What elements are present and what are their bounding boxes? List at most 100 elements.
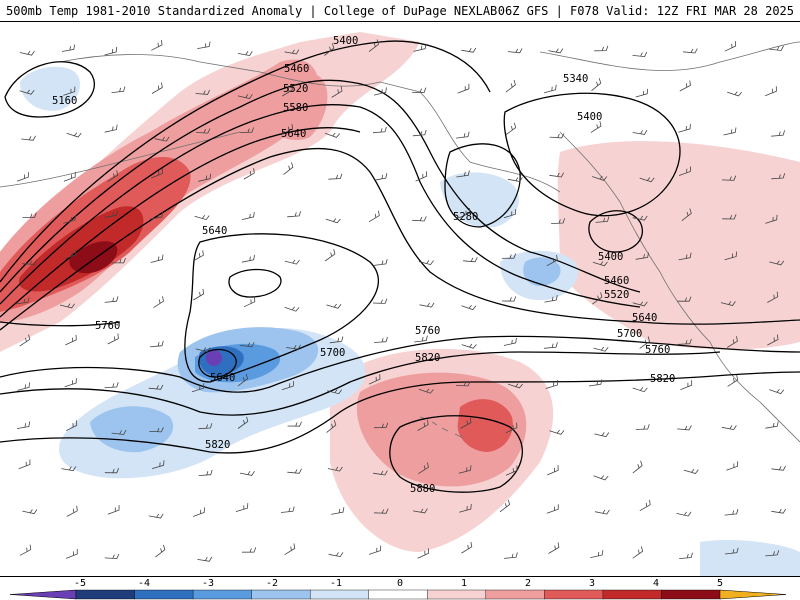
wind-barb: [237, 94, 253, 99]
wind-barb: [197, 41, 211, 49]
colorbar-swatch: [251, 589, 311, 600]
height-label-5460-e: 5460: [604, 275, 629, 287]
wind-barb: [286, 344, 301, 350]
wind-barb: [326, 303, 342, 309]
wind-barb: [22, 212, 37, 218]
height-label-5700-e: 5700: [617, 328, 642, 340]
wind-barb: [458, 465, 472, 474]
wind-barb: [413, 43, 427, 52]
colorbar-tick-label: 1: [460, 578, 468, 589]
wind-barb: [368, 210, 380, 223]
wind-barb: [65, 548, 78, 559]
wind-barb: [458, 207, 471, 219]
wind-barb: [19, 50, 35, 56]
wind-barb: [111, 86, 126, 93]
colorbar-tick-label: 5: [716, 578, 724, 589]
wind-barb: [632, 129, 648, 135]
wind-barb: [149, 427, 164, 433]
wind-barb: [591, 78, 602, 92]
wind-barb: [419, 302, 435, 308]
wind-barb: [680, 380, 693, 390]
height-label-5460-n: 5460: [284, 63, 309, 75]
wind-barb: [456, 170, 470, 178]
wind-barb: [771, 173, 786, 180]
contour-5160: [4, 61, 96, 118]
valid-time: 06Z GFS | F078 Valid: 12Z FRI MAR 28 202…: [497, 3, 794, 18]
wind-barb: [639, 499, 651, 512]
height-label-5340: 5340: [563, 73, 588, 85]
wind-barb: [327, 466, 343, 472]
wind-barb: [549, 172, 565, 178]
wind-barb: [107, 170, 119, 183]
wind-barb: [287, 468, 302, 474]
wind-barb: [283, 162, 294, 175]
colorbar-extend-high: [719, 589, 787, 600]
height-label-5280: 5280: [453, 211, 478, 223]
wind-barb: [412, 216, 427, 222]
wind-barb: [63, 171, 76, 182]
wind-barb: [677, 338, 692, 345]
wind-barb: [22, 259, 37, 265]
wind-barb: [457, 83, 470, 94]
wind-barb: [64, 378, 77, 388]
wind-barb: [61, 44, 76, 52]
wind-barb: [771, 465, 786, 471]
wind-barb: [635, 88, 649, 98]
wind-barb: [66, 132, 82, 138]
wind-barb: [104, 553, 120, 560]
height-label-5640-n: 5640: [281, 128, 306, 140]
colorbar-tick-label: -1: [329, 578, 343, 589]
wind-barb: [241, 547, 257, 553]
wind-barb: [546, 255, 558, 267]
wind-barb: [678, 252, 692, 261]
contour-low-small: [228, 268, 282, 298]
wind-barb: [545, 380, 559, 389]
colorbar-tick-label: -3: [201, 578, 215, 589]
wind-barb: [198, 423, 213, 430]
wind-barb: [325, 218, 341, 224]
contour-5640-low: [184, 233, 380, 383]
wind-barb: [765, 550, 780, 557]
wind-barb: [243, 296, 256, 308]
wind-barb: [194, 215, 210, 221]
wind-barb: [18, 459, 31, 470]
wind-barb: [104, 296, 119, 303]
height-label-5880: 5880: [410, 483, 435, 495]
wind-barb: [111, 429, 127, 435]
wind-barb: [676, 511, 692, 517]
wind-barb: [287, 421, 302, 427]
wind-barb: [151, 168, 163, 179]
wind-barb: [281, 84, 293, 97]
wind-barb: [456, 381, 471, 387]
contour-5520: [0, 104, 641, 308]
wind-barb: [239, 127, 254, 133]
wind-barb: [148, 513, 164, 519]
height-label-5400-ne: 5400: [577, 111, 602, 123]
wind-barb: [769, 45, 784, 51]
wind-barb: [192, 507, 205, 517]
height-label-5520-e: 5520: [604, 289, 629, 301]
wind-barb: [198, 469, 213, 476]
anomaly-area-light-east: [557, 141, 800, 350]
wind-barb: [765, 421, 779, 429]
wind-barb: [501, 296, 517, 302]
contour-5760: [0, 321, 721, 416]
height-label-5760-c: 5760: [415, 325, 440, 337]
colorbar-tick-label: 0: [396, 578, 404, 589]
wind-barb: [415, 171, 428, 182]
height-label-5400-e: 5400: [598, 251, 623, 263]
wind-barb: [726, 461, 739, 471]
contour-5460: [0, 79, 641, 293]
wind-barb: [595, 216, 610, 223]
wind-barb: [328, 173, 343, 180]
wind-barb: [549, 133, 565, 139]
wind-barb: [592, 292, 603, 305]
wind-barb: [328, 552, 344, 558]
wind-barb: [372, 298, 388, 304]
coastlines: [0, 41, 800, 443]
coastline-bc: [559, 131, 800, 443]
wind-barb: [546, 504, 559, 514]
hawaii-islands: [419, 416, 464, 439]
wind-barb: [461, 541, 473, 554]
wind-barb: [456, 131, 470, 139]
